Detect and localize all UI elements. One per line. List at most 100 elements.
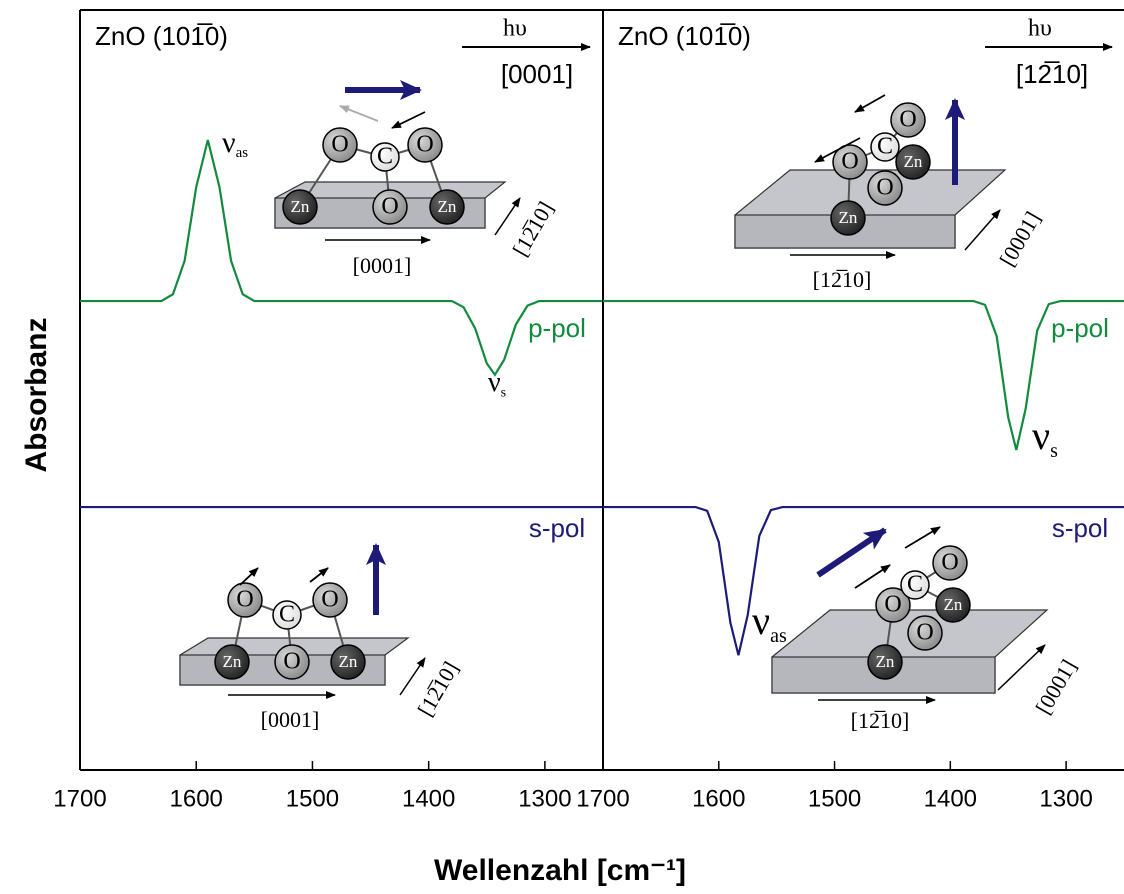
peak-symbol: ν: [222, 126, 236, 159]
x-axis-label: Wellenzahl [cm⁻¹]: [434, 854, 686, 887]
atom-label: O: [884, 592, 901, 618]
atom: [227, 582, 263, 618]
beam-direction: [12̅10]: [1016, 59, 1088, 89]
atom-label: O: [321, 587, 338, 613]
peak-symbol: ν: [752, 598, 770, 643]
spectrum-line: [603, 505, 1124, 656]
photon-label: hυ: [1028, 16, 1052, 42]
x-tick-label: 1500: [808, 785, 861, 812]
spectrum-line: [80, 139, 603, 377]
atom-label: Zn: [876, 652, 895, 671]
series-label: p-pol: [1051, 313, 1109, 343]
atom-label: O: [331, 132, 348, 158]
atom: [330, 644, 366, 680]
atom: [429, 189, 465, 225]
atom: [890, 102, 926, 138]
direction-label: [0001]: [1030, 655, 1081, 718]
series-label: p-pol: [528, 313, 586, 343]
direction-label: [0001]: [261, 707, 320, 732]
vibration-arrow: [854, 564, 891, 589]
vibration-arrow: [239, 567, 259, 586]
vibration-arrow: [854, 94, 886, 113]
x-tick-label: 1300: [518, 785, 571, 812]
atom: [832, 144, 868, 180]
peak-subscript: as: [770, 625, 787, 647]
peak-symbol: ν: [488, 367, 501, 398]
atom-label: C: [877, 134, 893, 160]
atom: [907, 615, 943, 651]
peak-subscript: s: [501, 386, 506, 401]
vibration-arrow: [904, 526, 941, 549]
atom: [372, 189, 408, 225]
atom: [870, 132, 900, 162]
atom-label: C: [907, 572, 923, 598]
peak-annotation: νas: [222, 126, 248, 162]
direction-label: [0001]: [994, 207, 1045, 270]
atom-label: O: [283, 649, 300, 675]
peak-symbol: ν: [1032, 413, 1050, 458]
x-tick-label: 1600: [170, 785, 223, 812]
vibration-arrow: [816, 527, 887, 578]
vibration-arrow: [391, 111, 426, 129]
peak-subscript: s: [1050, 440, 1058, 462]
vibration-arrow: [309, 567, 329, 583]
y-axis-label: Absorbanz: [20, 317, 53, 472]
atom-label: O: [416, 132, 433, 158]
panel-title: ZnO (101̅0): [95, 21, 228, 51]
atom: [875, 587, 911, 623]
direction-label: [0001]: [353, 253, 412, 278]
direction-arrow: [494, 197, 521, 236]
series-label: s-pol: [1052, 513, 1108, 543]
atom-label: Zn: [339, 652, 358, 671]
atom-label: Zn: [839, 208, 858, 227]
atom-label: Zn: [223, 652, 242, 671]
atom-label: C: [279, 602, 295, 628]
vibration-arrow: [814, 137, 861, 163]
x-tick-label: 1400: [402, 785, 455, 812]
x-tick-label: 1300: [1039, 785, 1092, 812]
series-label: s-pol: [529, 513, 585, 543]
direction-label: [12̅10]: [851, 708, 910, 733]
atom-label: O: [841, 149, 858, 175]
atom-label: O: [236, 587, 253, 613]
atom-label: O: [916, 620, 933, 646]
photon-label: hυ: [503, 16, 527, 42]
x-tick-label: 1600: [692, 785, 745, 812]
peak-annotation: νs: [488, 367, 506, 400]
atom: [900, 570, 930, 600]
atom: [830, 200, 866, 236]
atom-label: Zn: [291, 197, 310, 216]
peak-annotation: νas: [752, 598, 787, 646]
atom: [935, 587, 971, 623]
atom-label: O: [899, 107, 916, 133]
beam-direction: [0001]: [501, 59, 573, 89]
atom: [322, 127, 358, 163]
direction-arrow: [997, 644, 1046, 691]
x-tick-label: 1500: [286, 785, 339, 812]
atom-label: Zn: [944, 595, 963, 614]
direction-arrow: [964, 209, 1001, 251]
atom-label: Zn: [438, 197, 457, 216]
atom-label: O: [876, 175, 893, 201]
atom: [932, 545, 968, 581]
x-tick-label: 1400: [924, 785, 977, 812]
x-tick-label: 1700: [576, 785, 629, 812]
panel-title: ZnO (101̅0): [618, 21, 751, 51]
direction-arrow: [399, 657, 426, 696]
atom-label: C: [377, 144, 393, 170]
atom-label: O: [381, 194, 398, 220]
peak-subscript: as: [236, 145, 249, 161]
atom: [407, 127, 443, 163]
atom-label: Zn: [904, 152, 923, 171]
atom-label: O: [941, 550, 958, 576]
spectrum-line: [603, 299, 1124, 451]
atom: [272, 600, 302, 630]
atom: [214, 644, 250, 680]
atom: [895, 144, 931, 180]
atom: [867, 170, 903, 206]
atom: [370, 142, 400, 172]
